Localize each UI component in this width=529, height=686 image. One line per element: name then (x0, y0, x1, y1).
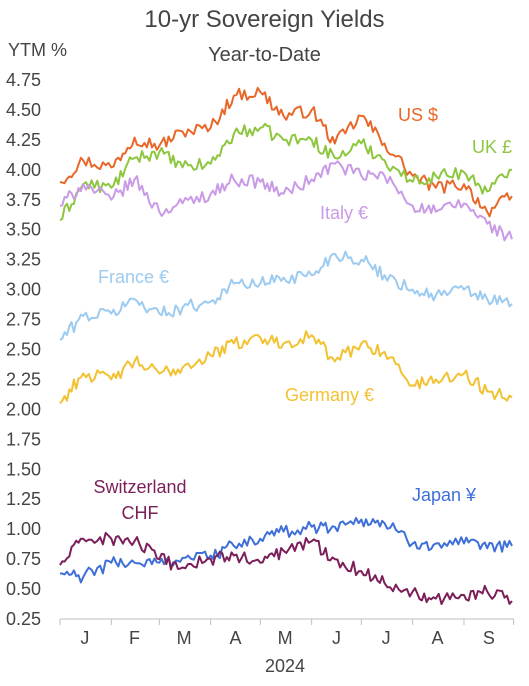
x-tick-label: S (483, 628, 495, 648)
y-tick-label: 0.25 (6, 609, 41, 629)
x-tick-label: J (80, 628, 89, 648)
y-tick-label: 2.25 (6, 369, 41, 389)
series-line-germany (59, 330, 513, 405)
y-tick-label: 0.75 (6, 549, 41, 569)
chart-subtitle: Year-to-Date (208, 44, 321, 66)
y-tick-label: 4.50 (6, 100, 41, 120)
y-tick-label: 1.25 (6, 489, 41, 509)
y-tick-label: 4.25 (6, 130, 41, 150)
x-tick-label: M (278, 628, 293, 648)
series-line-us (59, 86, 513, 218)
y-tick-label: 4.00 (6, 160, 41, 180)
series-line-uk (59, 122, 513, 221)
series-label-italy: Italy € (320, 203, 368, 223)
x-tick-label: J (332, 628, 341, 648)
series-line-switzerland (59, 531, 513, 605)
y-tick-label: 2.75 (6, 310, 41, 330)
y-tick-label: 1.00 (6, 519, 41, 539)
y-tick-label: 4.75 (6, 70, 41, 90)
y-axis-label: YTM % (8, 40, 68, 60)
chart-title: 10-yr Sovereign Yields (144, 6, 385, 33)
y-tick-label: 3.75 (6, 190, 41, 210)
series-line-japan (60, 517, 513, 584)
y-tick-label: 0.50 (6, 579, 41, 599)
y-tick-label: 3.25 (6, 250, 41, 270)
x-tick-label: F (129, 628, 140, 648)
series-label-us: US $ (398, 105, 438, 125)
series-line-italy (59, 160, 513, 242)
y-tick-label: 2.00 (6, 399, 41, 419)
y-tick-label: 2.50 (6, 340, 41, 360)
y-tick-label: 1.50 (6, 459, 41, 479)
x-tick-label: A (229, 628, 241, 648)
x-tick-label: M (177, 628, 192, 648)
x-axis-label: 2024 (265, 656, 305, 676)
series-label-switzerland: Switzerland (93, 477, 186, 497)
series-label-uk: UK £ (472, 137, 512, 157)
x-tick-label: J (382, 628, 391, 648)
series-label-germany: Germany € (285, 385, 374, 405)
y-tick-labels: 4.75 4.50 4.25 4.00 3.75 3.50 3.25 3.00 2.75 2.50… (6, 70, 41, 629)
x-tick-label: A (431, 628, 443, 648)
series-label-switzerland: CHF (122, 503, 159, 523)
series-label-japan: Japan ¥ (412, 485, 477, 505)
y-tick-label: 3.50 (6, 220, 41, 240)
y-tick-label: 1.75 (6, 429, 41, 449)
series-lines (59, 86, 513, 605)
series-annotations: US $ UK £ Italy € France € Germany € Japan ¥ S… (93, 105, 512, 523)
series-label-france: France € (98, 267, 169, 287)
y-tick-label: 3.00 (6, 280, 41, 300)
series-line-france (59, 250, 513, 341)
